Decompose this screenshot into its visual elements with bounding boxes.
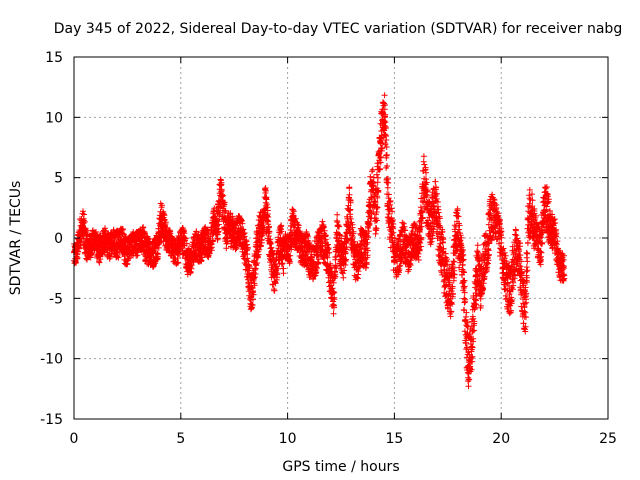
- x-axis-label: GPS time / hours: [282, 459, 399, 475]
- x-tick-label: 5: [176, 431, 185, 447]
- y-tick-label: 0: [54, 231, 63, 247]
- x-tick-label: 0: [70, 431, 79, 447]
- x-tick-label: 15: [385, 431, 403, 447]
- y-tick-label: -5: [49, 291, 63, 307]
- y-tick-label: -15: [40, 412, 63, 428]
- y-axis-label: SDTVAR / TECUs: [8, 181, 24, 296]
- y-tick-label: -10: [40, 352, 63, 368]
- x-tick-label: 20: [492, 431, 510, 447]
- x-tick-label: 10: [279, 431, 297, 447]
- data-points: [71, 92, 568, 390]
- axis-ticks: 0 5 10 15 20 25 -15 -10 -5 0 5 10 15: [40, 50, 617, 447]
- chart-title: Day 345 of 2022, Sidereal Day-to-day VTE…: [54, 21, 622, 37]
- scatter-series-nabg: [71, 92, 568, 390]
- y-tick-label: 5: [54, 171, 63, 187]
- y-tick-label: 15: [45, 50, 63, 66]
- y-tick-label: 10: [45, 110, 63, 126]
- x-tick-label: 25: [599, 431, 617, 447]
